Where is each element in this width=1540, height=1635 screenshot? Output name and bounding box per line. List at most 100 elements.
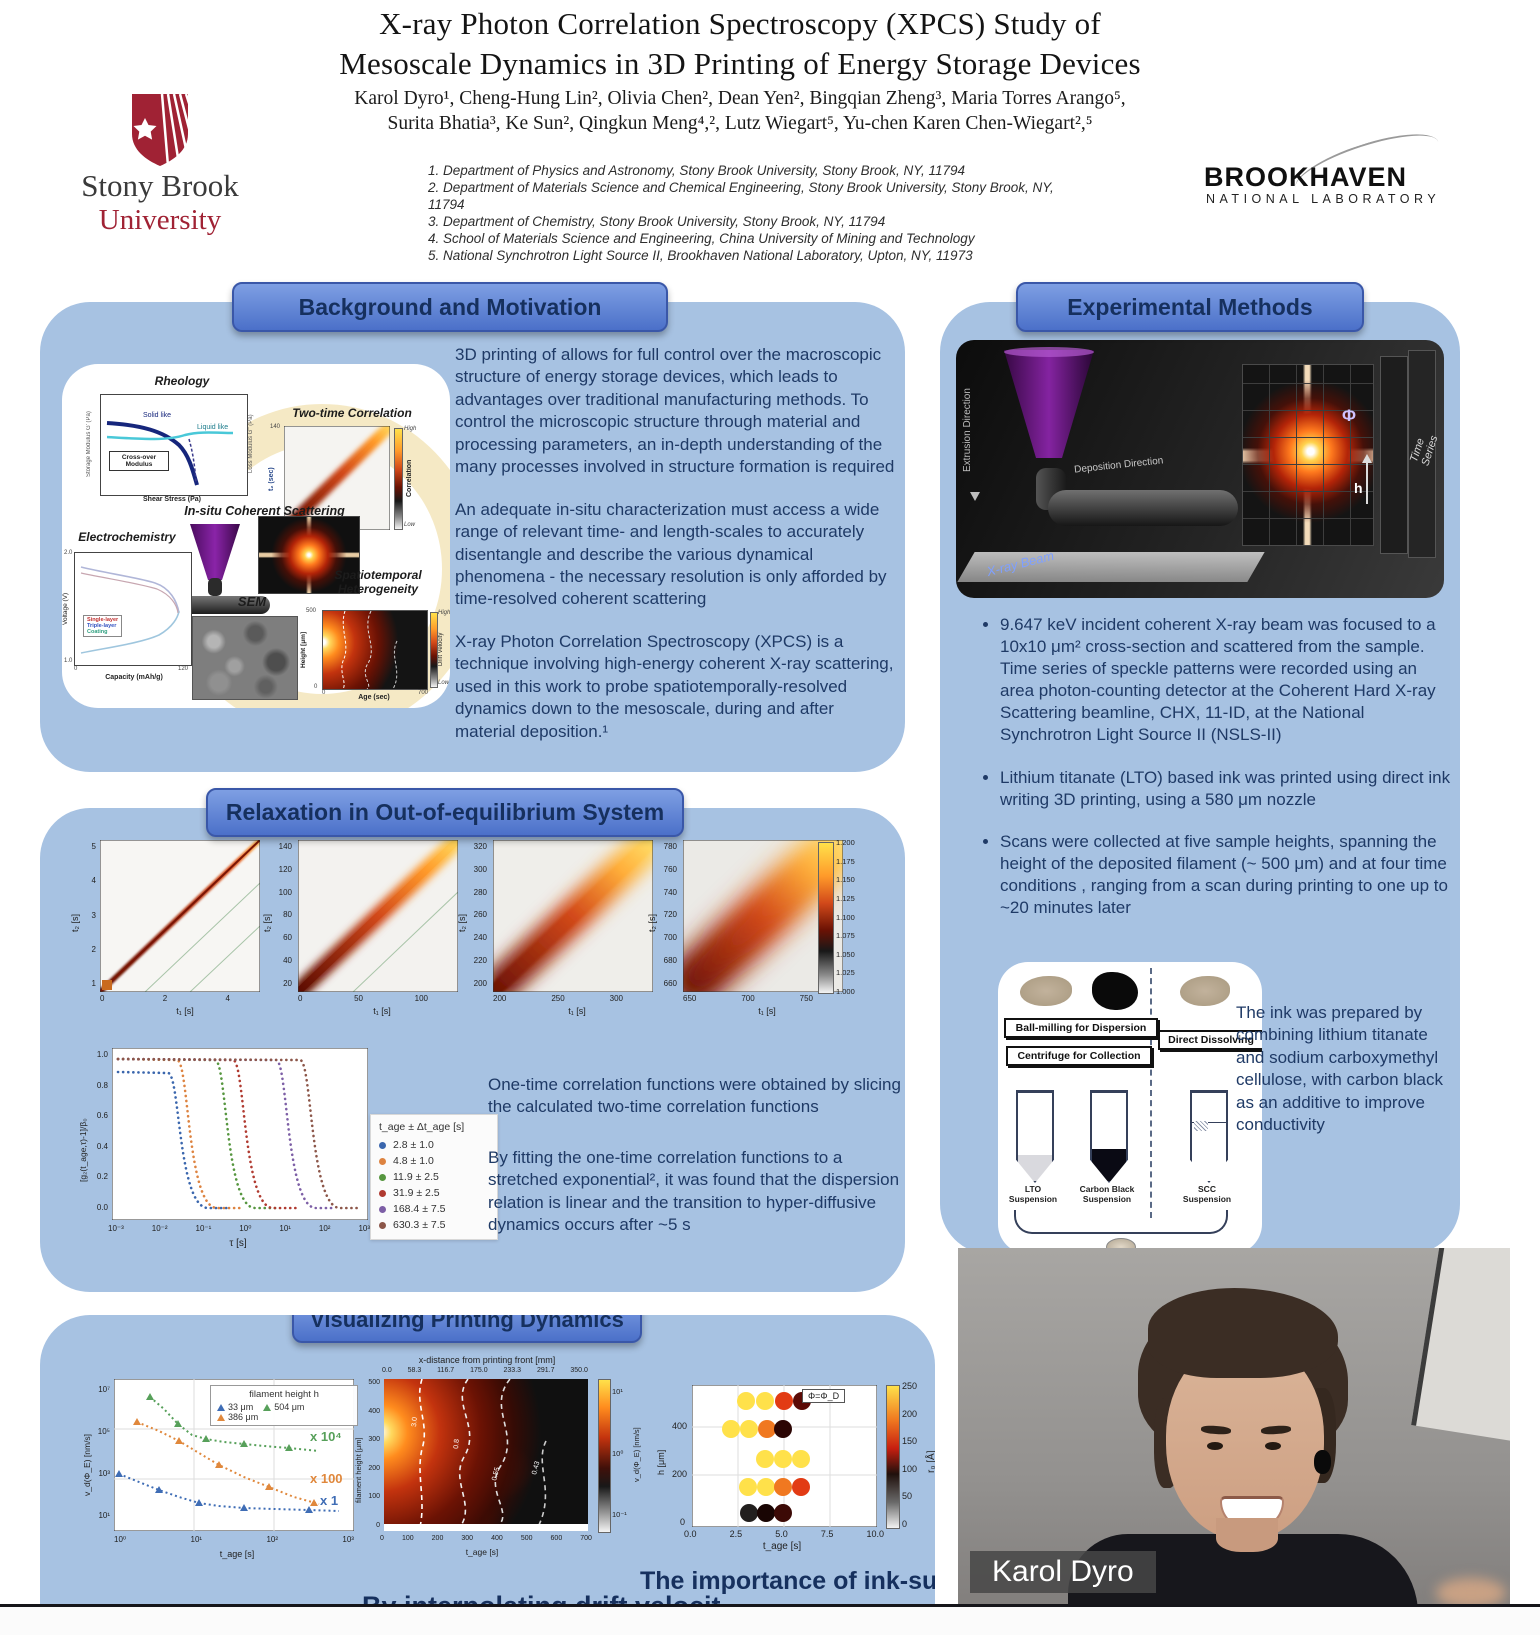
webcam-video: Karol Dyro (958, 1248, 1510, 1605)
rheology-curves: Solid like Liquid like (106, 412, 234, 486)
time-series-panel-2 (1408, 350, 1436, 558)
triangle-orange-icon (217, 1413, 225, 1421)
authors-line2: Surita Bhatia³, Ke Sun², Qingkun Meng⁴,²… (387, 113, 1093, 134)
rheology-solid-label: Solid like (143, 412, 171, 419)
ink-diagram: Ball-milling for Dispersion Centrifuge f… (998, 962, 1262, 1254)
spatio-xlabel: Age (sec) (358, 694, 390, 701)
experimental-header: Experimental Methods (1016, 282, 1364, 332)
plot-c-ytick-400: 400 (672, 1421, 688, 1431)
rheology-ylabel-left: Storage Modulus G' (Pa) (86, 411, 92, 477)
scc-tube-label: SCC Suspension (1182, 1184, 1232, 1204)
plot-b-bottom-band (384, 1524, 588, 1531)
spatio-high-label: High (438, 610, 450, 616)
rheology-liquid-label: Liquid like (197, 424, 228, 431)
multiplier-10k: x 10⁴ (310, 1429, 342, 1444)
spatio-title-line1: Spatiotemporal (334, 568, 422, 582)
whiteboard-frame (1411, 1248, 1510, 1445)
person-earbud (1314, 1450, 1331, 1474)
one-time-ylabel: [g₂(t_age,τ)-1]/β₀ (78, 1118, 88, 1182)
experimental-bullet-3: Scans were collected at five sample heig… (1000, 831, 1452, 919)
sem-image (192, 616, 298, 700)
plot-b-top-ticks: 0.0 58.3 116.7 175.0 233.3 291.7 350.0 (382, 1367, 588, 1374)
map3-yticks: 320 300 280 260 240 220 200 (473, 842, 487, 988)
drift-velocity-plot: v_d(Φ_E) [nm/s] 10⁷ 10⁵ 10³ 10¹ x 10⁴ x 100… (82, 1375, 382, 1600)
background-text: 3D printing of allows for full control o… (455, 344, 899, 763)
legend-label-4: 31.9 ± 2.5 (393, 1187, 440, 1199)
relaxation-panel: Relaxation in Out-of-equilibrium System … (40, 788, 905, 1292)
relaxation-text: One-time correlation functions were obta… (488, 1074, 916, 1257)
poster-title-line1: X-ray Photon Correlation Spectroscopy (X… (379, 6, 1101, 41)
scc-tube (1190, 1090, 1228, 1183)
plot-a-legend-504-label: 504 μm (274, 1402, 305, 1412)
two-time-mini-plot: 140 0 100 (270, 421, 395, 538)
background-paragraph-3: X-ray Photon Correlation Spectroscopy (X… (455, 631, 894, 741)
two-time-map-3: t₂ [s] 320 300 280 260 240 220 200 200 250 300 t… (457, 838, 657, 1038)
experimental-bullet-1: 9.647 keV incident coherent X-ray beam w… (1000, 614, 1452, 747)
multiplier-1: x 1 (320, 1493, 338, 1508)
affiliations-list: 1. Department of Physics and Astronomy, … (428, 163, 1054, 263)
webcam-name-tag: Karol Dyro (970, 1551, 1156, 1593)
two-time-colorbar (394, 428, 403, 530)
electrochem-legend-coating: Coating (87, 629, 108, 635)
plot-c-colorbar-ticks: 250 200 150 100 50 0 (902, 1381, 918, 1529)
extruder-cone-icon (1004, 347, 1094, 458)
person-fringe (1148, 1288, 1338, 1378)
h-arrow-icon (1362, 454, 1372, 463)
legend-entry-2: 4.8 ± 1.0 (379, 1153, 489, 1169)
legend-dot-purple (379, 1205, 386, 1213)
spatio-xtick1: 700 (418, 690, 429, 696)
one-time-legend-title: t_age ± Δt_age [s] (379, 1121, 465, 1133)
rheology-plot: Solid like Liquid like Cross-over Modulu… (100, 394, 248, 496)
relaxation-colorbar-ticks: 1.200 1.175 1.150 1.125 1.100 1.075 1.050 1.025… (836, 838, 855, 996)
contour-label-055: 0.55 (491, 1466, 501, 1481)
brookhaven-wordmark: BROOKHAVEN (1204, 162, 1408, 192)
stony-brook-shield-icon (132, 93, 200, 167)
printer-nozzle-icon (190, 524, 240, 596)
plot-c-xticks: 0.0 2.5 5.0 7.5 10.0 (684, 1529, 884, 1539)
spatio-contours (341, 610, 398, 690)
legend-entry-3: 11.9 ± 2.5 (379, 1169, 489, 1185)
multiplier-100: x 100 (310, 1471, 343, 1486)
rheology-title: Rheology (154, 374, 210, 388)
plot-a-xticks: 10⁰ 10¹ 10² 10³ (114, 1535, 354, 1544)
legend-label-6: 630.3 ± 7.5 (393, 1219, 446, 1231)
plot-a-legend-title: filament height h (249, 1389, 319, 1400)
time-series-panel-1 (1380, 356, 1408, 554)
one-time-curves (112, 1048, 368, 1220)
lto-powder-blob (1020, 976, 1072, 1006)
two-time-title: Two-time Correlation (292, 406, 412, 420)
speckle-pattern (258, 516, 360, 594)
contour-label-3: 3.0 (411, 1417, 419, 1427)
one-time-xticks: 10⁻³ 10⁻² 10⁻¹ 10⁰ 10¹ 10² 10³ (108, 1224, 370, 1233)
authors-line1: Karol Dyro¹, Cheng-Hung Lin², Olivia Che… (354, 88, 1126, 109)
rheology-xlabel: Shear Stress (Pa) (143, 496, 201, 503)
spatio-ytick-bottom: 0 (314, 684, 318, 690)
brace-icon (1014, 1210, 1228, 1234)
stony-brook-wordmark: Stony Brook (81, 168, 239, 203)
electrochem-xlabel: Capacity (mAh/g) (105, 674, 163, 681)
insitu-title: In-situ Coherent Scattering (184, 504, 345, 518)
relaxation-paragraph-2: By fitting the one-time correlation func… (488, 1147, 900, 1235)
plot-b-colorbar-label: v_d(Φ_E) [nm/s] (632, 1427, 641, 1483)
person-eye-right (1265, 1442, 1281, 1450)
extrusion-direction-label: Extrusion Direction (962, 388, 973, 472)
plot-b-yticks: 500 400 300 200 100 0 (368, 1379, 380, 1529)
background-figure: Rheology Solid like Liquid like Cross-ov… (62, 364, 450, 708)
two-time-low-label: Low (404, 522, 416, 528)
spatio-title: Spatiotemporal Heterogeneity (310, 568, 446, 596)
one-time-xlabel: τ [s] (229, 1238, 247, 1249)
legend-label-3: 11.9 ± 2.5 (393, 1171, 439, 1183)
electrochem-legend-triple: Triple-layer (87, 623, 117, 629)
legend-entry-6: 630.3 ± 7.5 (379, 1217, 489, 1233)
two-time-colorbar-label: Correlation (406, 459, 413, 497)
electrochem-title: Electrochemistry (78, 530, 176, 544)
plot-c-ytick-0: 0 (680, 1517, 686, 1527)
map1-heatmap (100, 840, 260, 992)
plot-a-legend: filament height h 33 μm 504 μm 386 μm (210, 1385, 358, 1426)
map1-ylabel: t₂ [s] (70, 914, 80, 932)
plot-c-caption: The importance of ink-substrate (640, 1567, 935, 1595)
experimental-bullets: 9.647 keV incident coherent X-ray beam w… (978, 614, 1452, 939)
lto-tube-label: LTO Suspension (1008, 1184, 1058, 1204)
